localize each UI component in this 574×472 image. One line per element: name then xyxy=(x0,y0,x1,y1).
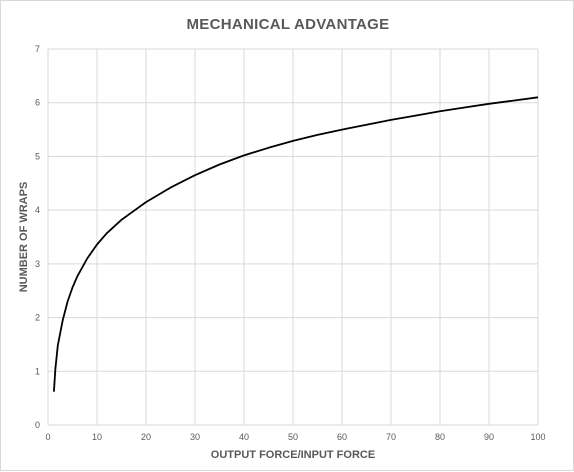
y-tick-label: 3 xyxy=(35,259,40,269)
x-tick-label: 90 xyxy=(484,432,494,442)
x-tick-label: 0 xyxy=(45,432,50,442)
y-tick-label: 6 xyxy=(35,98,40,108)
x-tick-label: 100 xyxy=(530,432,545,442)
y-tick-label: 1 xyxy=(35,366,40,376)
x-tick-label: 80 xyxy=(435,432,445,442)
y-tick-label: 7 xyxy=(35,44,40,54)
x-tick-label: 10 xyxy=(92,432,102,442)
y-axis-label: NUMBER OF WRAPS xyxy=(18,181,30,293)
x-axis-label: OUTPUT FORCE/INPUT FORCE xyxy=(210,449,376,461)
x-tick-label: 70 xyxy=(386,432,396,442)
y-tick-label: 2 xyxy=(35,313,40,323)
y-tick-label: 4 xyxy=(35,205,40,215)
x-tick-label: 20 xyxy=(141,432,151,442)
x-tick-label: 60 xyxy=(337,432,347,442)
x-tick-label: 50 xyxy=(288,432,298,442)
y-tick-label: 5 xyxy=(35,151,40,161)
chart-title: MECHANICAL ADVANTAGE xyxy=(186,16,390,33)
x-tick-label: 30 xyxy=(190,432,200,442)
x-tick-label: 40 xyxy=(239,432,249,442)
y-tick-label: 0 xyxy=(35,420,40,430)
series-line xyxy=(53,96,539,392)
